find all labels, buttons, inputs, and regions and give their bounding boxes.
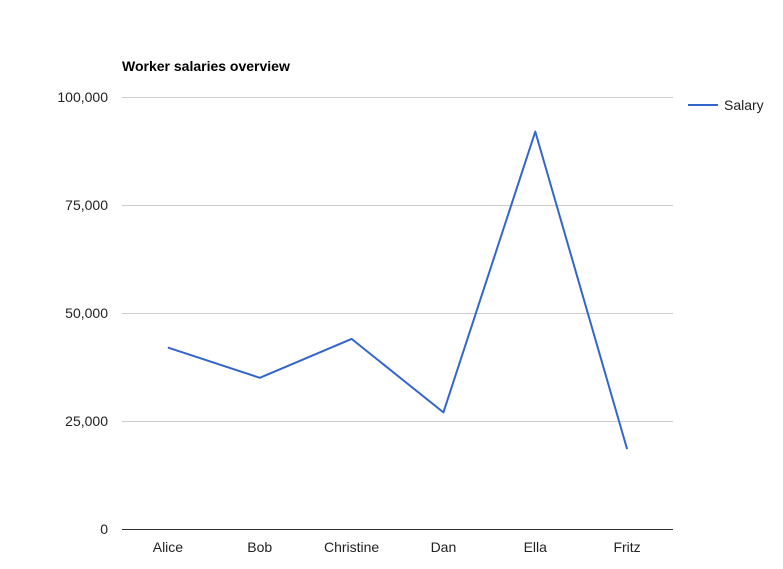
x-tick-label: Fritz: [613, 539, 640, 555]
y-tick-label: 100,000: [57, 89, 108, 105]
x-tick-label: Alice: [153, 539, 184, 555]
y-axis-tick-labels: 0 25,000 50,000 75,000 100,000: [57, 89, 108, 537]
y-tick-label: 25,000: [65, 413, 108, 429]
y-tick-label: 0: [100, 521, 108, 537]
series-line-salary: [167, 130, 629, 450]
x-tick-label: Bob: [247, 539, 272, 555]
legend-label: Salary: [724, 97, 764, 113]
x-tick-label: Ella: [524, 539, 548, 555]
x-axis-tick-labels: Alice Bob Christine Dan Ella Fritz: [153, 539, 641, 555]
legend[interactable]: Salary: [688, 97, 764, 113]
chart-title: Worker salaries overview: [122, 58, 290, 74]
x-tick-label: Dan: [431, 539, 457, 555]
series-lines: [167, 130, 629, 450]
grid-lines: [122, 97, 673, 530]
y-tick-label: 75,000: [65, 197, 108, 213]
y-tick-label: 50,000: [65, 305, 108, 321]
x-tick-label: Christine: [324, 539, 379, 555]
